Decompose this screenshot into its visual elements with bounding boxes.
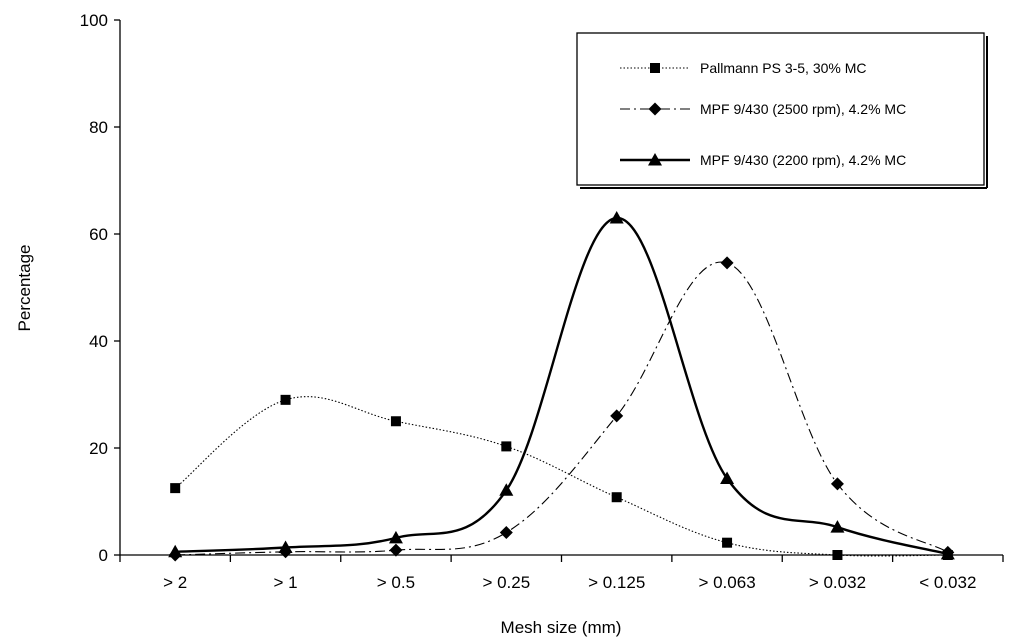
series-2-point [720, 256, 734, 270]
y-ticks: 0 20 40 60 80 100 [80, 11, 120, 565]
series-line-2 [175, 261, 949, 556]
y-axis-title: Percentage [15, 245, 34, 332]
y-tick-label: 20 [89, 439, 108, 458]
legend-swatch-marker-2 [648, 102, 662, 116]
series-1-point [501, 441, 512, 452]
series-2-point [389, 543, 403, 557]
series-3-point [609, 210, 624, 224]
series-3-point [499, 483, 514, 496]
x-tick-label: > 0.5 [377, 573, 415, 592]
series-2-point [610, 409, 624, 423]
series-1-point [170, 483, 181, 494]
x-axis-title: Mesh size (mm) [501, 618, 622, 637]
x-tick-label: > 1 [274, 573, 298, 592]
series-line-1 [174, 396, 948, 557]
series-markers [168, 210, 955, 562]
legend-items: Pallmann PS 3-5, 30% MC MPF 9/430 (2500 r… [620, 60, 906, 168]
x-tick-label: > 0.25 [482, 573, 530, 592]
series-3-point [278, 540, 293, 554]
legend-swatch-marker-1 [650, 63, 660, 73]
y-tick-label: 100 [80, 11, 108, 30]
y-tick-label: 80 [89, 118, 108, 137]
legend-label-2: MPF 9/430 (2500 rpm), 4.2% MC [700, 101, 906, 117]
series-1-point [390, 416, 401, 427]
x-tick-label: > 0.032 [809, 573, 866, 592]
series-3-point [830, 520, 845, 533]
series-3-point [388, 530, 403, 544]
x-tick-label: > 0.125 [588, 573, 645, 592]
series-1-point [280, 394, 291, 405]
x-tick-label: > 2 [163, 573, 187, 592]
y-tick-label: 0 [99, 546, 108, 565]
x-tick-label: < 0.032 [919, 573, 976, 592]
series-3-point [168, 544, 183, 558]
series-lines [174, 216, 949, 557]
x-ticks: > 2 > 1 > 0.5 > 0.25 > 0.125 > 0.063 > 0.032 < … [119, 555, 1004, 592]
legend-label-1: Pallmann PS 3-5, 30% MC [700, 60, 867, 76]
series-1-point [832, 550, 843, 560]
legend-swatch-marker-3 [648, 153, 662, 166]
y-tick-label: 60 [89, 225, 108, 244]
series-3-point [940, 546, 955, 560]
series-2-point [830, 477, 844, 491]
series-3-point [720, 471, 735, 484]
y-tick-label: 40 [89, 332, 108, 351]
legend-label-3: MPF 9/430 (2200 rpm), 4.2% MC [700, 152, 906, 168]
legend: Pallmann PS 3-5, 30% MC MPF 9/430 (2500 r… [576, 32, 988, 189]
series-1-point [611, 492, 622, 503]
series-2-point [499, 526, 513, 540]
series-1-point [722, 537, 733, 548]
x-tick-label: > 0.063 [698, 573, 755, 592]
series-line-3 [175, 216, 949, 556]
